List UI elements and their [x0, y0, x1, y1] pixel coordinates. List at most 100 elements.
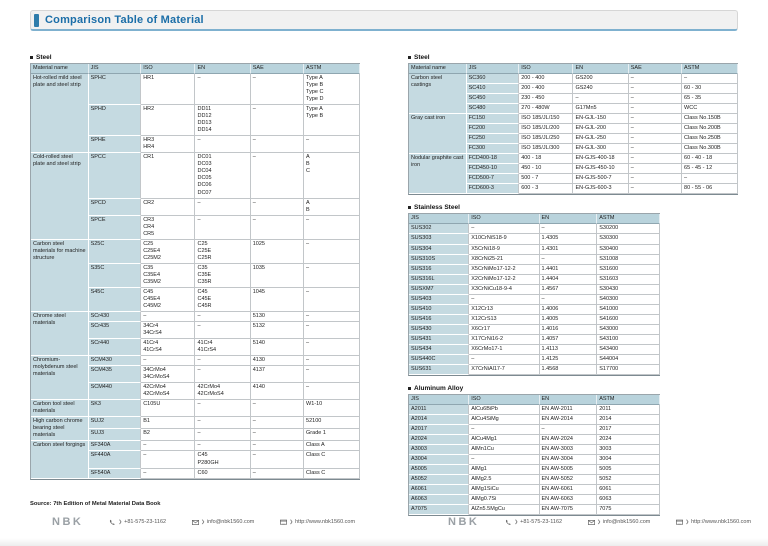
jis-cell: SCr430	[88, 311, 142, 322]
iso-cell: C25 C25E4 C25M2	[141, 239, 196, 264]
astm-cell: 7075	[597, 505, 660, 516]
section-title-stainless: Stainless Steel	[408, 204, 738, 211]
astm-cell: 6063	[597, 495, 660, 506]
en-cell: 1.4401	[539, 264, 598, 275]
table-row: A5005 AlMg1 EN AW-5005 5005	[409, 465, 660, 476]
en-cell: EN-GJS-500-7	[573, 174, 629, 185]
astm-cell: S44004	[597, 354, 660, 365]
iso-cell: C105U	[141, 400, 196, 418]
astm-cell: S43400	[597, 344, 660, 355]
astm-cell: 6061	[597, 485, 660, 496]
sae-cell: 5132	[250, 322, 305, 340]
sae-cell: 5130	[250, 311, 305, 322]
sae-cell: –	[628, 124, 683, 135]
footer-web-url[interactable]: http://www.nbk1560.com	[295, 519, 356, 525]
astm-cell: S40300	[597, 294, 660, 305]
astm-cell: S30300	[597, 234, 660, 245]
jis-cell: SPHD	[88, 105, 142, 137]
table-row: A2014 AlCu4SiMg EN AW-2014 2014	[409, 414, 660, 425]
footer-web-url[interactable]: http://www.nbk1560.com	[691, 519, 752, 525]
table-row: SUS631 X7CrNiAl17-7 1.4568 S17700	[409, 364, 660, 375]
jis-cell: FCD500-7	[466, 174, 520, 185]
astm-cell: 80 - 55 - 06	[682, 184, 738, 195]
astm-cell: S30200	[597, 224, 660, 235]
jis-cell: SCM435	[88, 366, 142, 384]
iso-cell: 270 - 480W	[519, 104, 574, 115]
sae-cell: 4140	[250, 383, 305, 401]
table-row: SUS440C –1.4125 S44004	[409, 354, 660, 365]
footer-email-address[interactable]: info@nbk1560.com	[206, 519, 255, 525]
iso-cell: AlMn1Cu	[469, 445, 540, 456]
en-cell: EN AW-2014	[539, 414, 598, 425]
iso-cell: ISO 185/JL/150	[519, 114, 574, 125]
jis-cell: FCD400-18	[466, 154, 520, 165]
table-row: SUS430 X6Cr17 1.4016 S43000	[409, 324, 660, 335]
table-row: A2024 AlCu4Mg1 EN AW-2024 2024	[409, 435, 660, 446]
iso-cell: 41Cr4 41CrS4	[141, 339, 196, 357]
column-header: EN	[573, 64, 629, 75]
square-bullet-icon	[408, 206, 411, 210]
en-cell: –	[195, 429, 251, 442]
astm-cell: 5052	[597, 475, 660, 486]
jis-cell: FC200	[466, 124, 520, 135]
jis-cell: SUS434	[409, 344, 470, 355]
iso-cell: –	[141, 468, 196, 479]
jis-cell: SUS416	[409, 314, 470, 325]
table-row: SUS303 X10CrNiS18-9 1.4305 S30300	[409, 234, 660, 245]
table-row: SC450 230 - 450– –65 - 35	[409, 94, 738, 105]
iso-cell: –	[469, 425, 540, 436]
iso-cell: AlZn5.5MgCu	[469, 505, 540, 516]
astm-cell: 65 - 45 - 12	[682, 164, 738, 175]
en-cell: EN AW-3003	[539, 445, 598, 456]
astm-cell: 60 - 40 - 18	[682, 154, 738, 165]
en-cell: EN AW-3004	[539, 455, 598, 466]
sae-cell: –	[628, 84, 683, 95]
footer-web[interactable]: ❯ http://www.nbk1560.com	[676, 519, 751, 526]
footer-web[interactable]: ❯ http://www.nbk1560.com	[280, 519, 355, 526]
jis-cell: SF540A	[88, 468, 142, 479]
column-header: Material name	[31, 64, 89, 75]
en-cell: 1.4016	[539, 324, 598, 335]
iso-cell: 600 - 3	[519, 184, 574, 195]
en-cell: 1.4567	[539, 284, 598, 295]
iso-cell: X5CrNiMo17-12-2	[469, 264, 540, 275]
table-row: SUS316L X2CrNiMo17-12-2 1.4404 S31603	[409, 274, 660, 285]
jis-cell: SUS304	[409, 244, 470, 255]
footer-email-address[interactable]: info@nbk1560.com	[602, 519, 651, 525]
astm-cell: S31600	[597, 264, 660, 275]
en-cell: –	[195, 400, 251, 418]
en-cell: C45 C45E C45R	[195, 287, 251, 312]
table-row: FCD500-7 500 - 7 EN-GJS-500-7– –	[409, 174, 738, 185]
table-row: SUS302– – S30200	[409, 224, 660, 235]
table-row: SUS304 X5CrNi18-9 1.4301 S30400	[409, 244, 660, 255]
jis-cell: A2014	[409, 414, 470, 425]
jis-cell: SC410	[466, 84, 520, 95]
table-row: SC410 200 - 400 GS240–60 - 30	[409, 84, 738, 95]
astm-cell: Class C	[304, 468, 360, 479]
table-row: SCr435 34Cr4 34CrS4–5132–	[31, 322, 360, 340]
table-row: FC250 ISO 185/JL/250 EN-GJL-250– Class No.2…	[409, 134, 738, 145]
sae-cell: –	[250, 153, 305, 199]
iso-cell: X10CrNiS18-9	[469, 234, 540, 245]
table-row: A7075 AlZn5.5MgCu EN AW-7075 7075	[409, 505, 660, 516]
en-cell: 1.4057	[539, 334, 598, 345]
material-group-cell: Hot-rolled mild steel plate and steel st…	[31, 74, 89, 154]
iso-cell: CR1	[141, 153, 196, 199]
footer-phone-number: +81-575-23-1162	[520, 519, 563, 525]
en-cell: –	[195, 215, 251, 240]
en-cell: EN-GJL-300	[573, 144, 629, 155]
footer-email[interactable]: ❯ info@nbk1560.com	[192, 519, 254, 526]
jis-cell: SUS316L	[409, 274, 470, 285]
astm-cell: 2017	[597, 425, 660, 436]
footer-email[interactable]: ❯ info@nbk1560.com	[588, 519, 650, 526]
astm-cell: S30400	[597, 244, 660, 255]
iso-cell: HR1	[141, 74, 196, 106]
iso-cell: X2CrNiMo17-12-2	[469, 274, 540, 285]
en-cell: EN-GJS-400-18	[573, 154, 629, 165]
jis-cell: SUS316	[409, 264, 470, 275]
sae-cell: –	[250, 441, 305, 452]
jis-cell: FCD600-3	[466, 184, 520, 195]
iso-cell: X12Cr13	[469, 304, 540, 315]
astm-cell: –	[304, 239, 360, 264]
iso-cell: X3CrNiCu18-9-4	[469, 284, 540, 295]
